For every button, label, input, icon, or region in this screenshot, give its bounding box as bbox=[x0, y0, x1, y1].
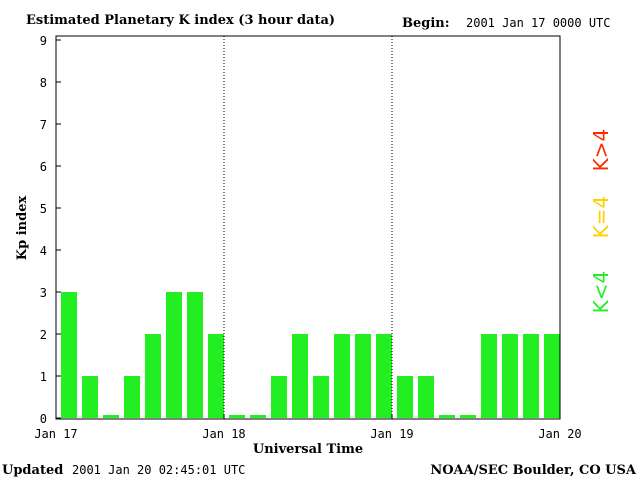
y-tick-label-0: 0 bbox=[40, 412, 47, 426]
day-separators bbox=[223, 36, 393, 419]
kp-bar-23 bbox=[544, 334, 560, 418]
legend-k-greater-4: K>4 bbox=[589, 129, 613, 172]
x-tick-label-2: Jan 19 bbox=[370, 427, 413, 441]
y-axis-label: Kp index bbox=[15, 196, 30, 261]
kp-bar-2 bbox=[103, 415, 119, 418]
kp-bar-16 bbox=[397, 376, 413, 418]
source-credit: NOAA/SEC Boulder, CO USA bbox=[430, 463, 637, 478]
y-tick-label-6: 6 bbox=[40, 160, 47, 174]
kp-bar-1 bbox=[82, 376, 98, 418]
chart-title: Estimated Planetary K index (3 hour data… bbox=[26, 13, 335, 28]
kp-bar-11 bbox=[292, 334, 308, 418]
kp-bar-3 bbox=[124, 376, 140, 418]
begin-value: 2001 Jan 17 0000 UTC bbox=[466, 16, 611, 30]
y-tick-label-9: 9 bbox=[40, 34, 47, 48]
kp-bar-13 bbox=[334, 334, 350, 418]
kp-bar-8 bbox=[229, 415, 245, 418]
kp-bar-15 bbox=[376, 334, 392, 418]
x-tick-label-1: Jan 18 bbox=[202, 427, 245, 441]
y-tick-label-5: 5 bbox=[40, 202, 47, 216]
begin-label: Begin: bbox=[402, 16, 450, 31]
kp-bar-12 bbox=[313, 376, 329, 418]
kp-bar-17 bbox=[418, 376, 434, 418]
kp-bar-18 bbox=[439, 415, 455, 418]
y-tick-label-8: 8 bbox=[40, 76, 47, 90]
kp-bar-21 bbox=[502, 334, 518, 418]
kp-bar-9 bbox=[250, 415, 266, 418]
kp-bar-20 bbox=[481, 334, 497, 418]
kp-bar-4 bbox=[145, 334, 161, 418]
legend-k-less-4: K<4 bbox=[589, 271, 613, 314]
y-tick-label-2: 2 bbox=[40, 328, 47, 342]
kp-bar-5 bbox=[166, 292, 182, 418]
y-axis-ticks: 0 1 2 3 4 5 6 7 8 9 bbox=[40, 34, 61, 426]
kp-bar-19 bbox=[460, 415, 476, 418]
y-tick-label-1: 1 bbox=[40, 370, 47, 384]
kp-bar-6 bbox=[187, 292, 203, 418]
x-axis-labels: Jan 17 Jan 18 Jan 19 Jan 20 bbox=[34, 414, 582, 441]
x-axis-label: Universal Time bbox=[253, 442, 363, 457]
y-tick-label-7: 7 bbox=[40, 118, 47, 132]
x-tick-label-0: Jan 17 bbox=[34, 427, 77, 441]
updated-value: 2001 Jan 20 02:45:01 UTC bbox=[72, 463, 245, 477]
y-tick-label-4: 4 bbox=[40, 244, 47, 258]
y-tick-label-3: 3 bbox=[40, 286, 47, 300]
x-tick-label-3: Jan 20 bbox=[538, 427, 581, 441]
kp-bar-10 bbox=[271, 376, 287, 418]
kp-bar-22 bbox=[523, 334, 539, 418]
kp-bar-7 bbox=[208, 334, 224, 418]
legend-k-equal-4: K=4 bbox=[589, 196, 613, 239]
bars-group bbox=[61, 292, 560, 418]
kp-bar-0 bbox=[61, 292, 77, 418]
plot-frame bbox=[55, 35, 561, 420]
updated-label: Updated bbox=[2, 463, 63, 478]
kp-bar-14 bbox=[355, 334, 371, 418]
